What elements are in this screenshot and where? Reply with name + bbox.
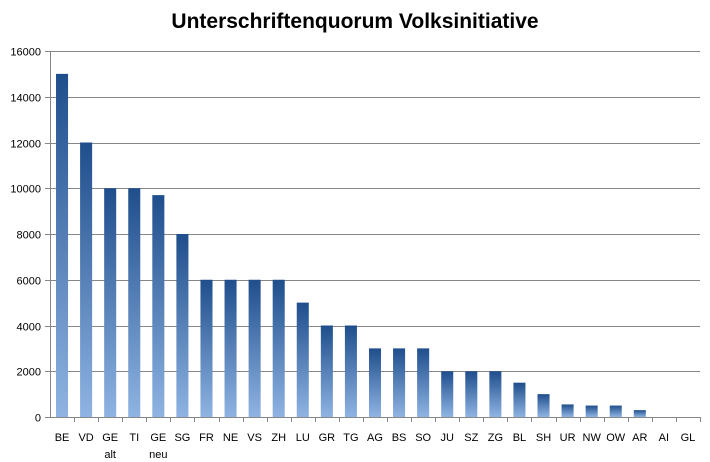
x-tick-label: SZ [464,432,478,444]
y-tick-label: 6000 [17,276,41,288]
bar [609,405,622,417]
x-tick-label: SO [415,432,431,444]
bar [224,279,237,417]
x-tick-label: BE [55,432,70,444]
bar [104,188,117,417]
bar [296,302,309,417]
x-tick-label: NW [583,432,602,444]
bar [417,348,430,417]
x-tick-label: SH [536,432,551,444]
x-tick-label: TI [129,432,139,444]
bar [633,410,646,417]
x-tick-label: FR [199,432,214,444]
x-axis-labels: BE VD GE alt TI GE neu SG FR NE VS ZH LU GR TG AG BS SO JU… [55,417,701,461]
bar [152,195,165,417]
y-tick-label: 10000 [10,184,41,196]
x-tick-label: VS [247,432,262,444]
x-tick-label: SG [174,432,190,444]
y-axis-ticks: 0 2000 4000 6000 8000 10000 12000 14000 16000 [10,47,41,425]
bar [489,371,502,417]
bar [176,234,189,417]
x-tick-label: ZG [488,432,503,444]
bar [393,348,406,417]
bar [561,404,574,417]
bar [441,371,454,417]
bar [465,371,478,417]
x-tick-label: ZH [271,432,286,444]
bar [513,382,526,417]
x-tick-label: OW [606,432,626,444]
y-tick-label: 12000 [10,139,41,151]
bars [56,73,646,417]
y-tick-label: 2000 [17,367,41,379]
y-tick-label: 4000 [17,322,41,334]
x-tick-label: JU [440,432,454,444]
x-tick-label: GL [681,432,696,444]
x-tick-label: AI [659,432,669,444]
bar [585,405,598,417]
bar [128,188,141,417]
x-tick-label: AG [367,432,383,444]
bar [368,348,382,417]
bar [344,325,357,417]
bar [200,279,213,417]
x-tick-label: BS [392,432,407,444]
x-tick-label: neu [149,449,167,461]
x-tick-label: LU [296,432,310,444]
bar [320,325,333,417]
bar [80,142,93,417]
y-tick-label: 14000 [10,93,41,105]
bar [248,279,261,417]
x-tick-label: NE [223,432,238,444]
y-tick-label: 0 [35,413,41,425]
chart-title: Unterschriftenquorum Volksinitiative [171,10,538,33]
x-tick-label: GE [102,432,118,444]
x-tick-label: AR [632,432,647,444]
x-tick-label: GR [319,432,336,444]
x-tick-label: BL [513,432,526,444]
x-tick-label: TG [343,432,358,444]
bar [56,73,69,417]
bar [272,279,285,417]
x-tick-label: UR [560,432,576,444]
x-tick-label: alt [104,449,116,461]
y-tick-label: 16000 [10,47,41,59]
x-tick-label: GE [150,432,166,444]
y-tick-label: 8000 [17,230,41,242]
x-tick-label: VD [78,432,93,444]
bar [537,394,550,417]
